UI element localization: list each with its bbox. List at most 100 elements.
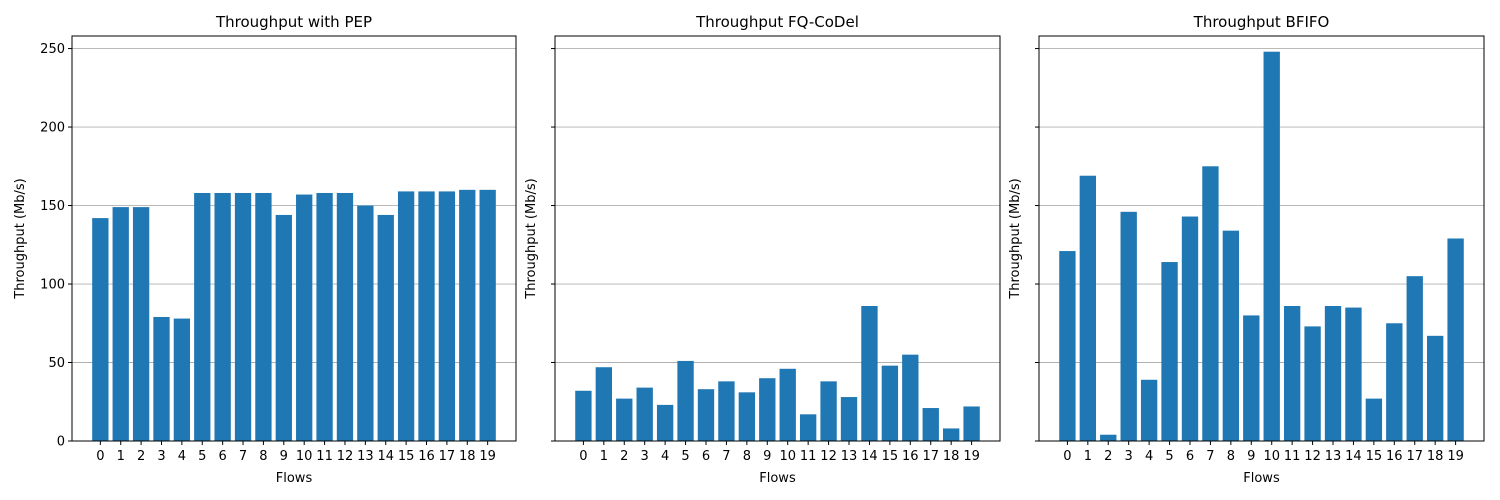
- x-tick-label: 12: [1304, 449, 1321, 464]
- bar: [779, 368, 796, 441]
- bar: [861, 306, 878, 441]
- x-tick-label: 15: [1366, 449, 1383, 464]
- x-tick-label: 11: [1284, 449, 1301, 464]
- x-tick-label: 1: [117, 449, 125, 464]
- x-tick-label: 9: [280, 449, 288, 464]
- bar: [616, 398, 633, 441]
- x-tick-label: 0: [1063, 449, 1071, 464]
- bar: [459, 189, 476, 441]
- x-tick-label: 10: [779, 449, 796, 464]
- bar: [820, 381, 837, 441]
- bar: [234, 192, 252, 441]
- x-tick-label: 5: [681, 449, 689, 464]
- y-axis-label: Throughput (Mb/s): [524, 178, 539, 299]
- x-tick-label: 11: [316, 449, 333, 464]
- axes-frame: [71, 35, 517, 442]
- y-tick-label: 50: [48, 356, 65, 371]
- x-tick-label: 8: [259, 449, 267, 464]
- bar: [759, 378, 776, 441]
- x-axis-label: Flows: [1243, 471, 1280, 486]
- x-tick-label: 10: [1263, 449, 1280, 464]
- axes-frame: [1038, 35, 1485, 442]
- bar: [799, 414, 817, 441]
- chart-panel-1: 0 1 2 3 4 5 6 7 8 9 10 11 12 13 14 15 16 17 18 19Throughput…: [524, 13, 1001, 486]
- bar: [173, 318, 191, 441]
- bar: [1345, 307, 1362, 441]
- chart-title: Throughput with PEP: [215, 13, 372, 31]
- bar: [1100, 434, 1117, 441]
- bar: [840, 397, 858, 441]
- x-tick-label: 18: [1427, 449, 1444, 464]
- y-tick-label: 100: [40, 278, 65, 293]
- x-tick-label: 13: [1325, 449, 1342, 464]
- x-tick-label: 0: [579, 449, 587, 464]
- bar: [1079, 175, 1097, 442]
- bar: [922, 408, 939, 441]
- y-tick-label: 0: [57, 435, 65, 450]
- x-tick-label: 2: [620, 449, 628, 464]
- x-tick-label: 15: [398, 449, 415, 464]
- bar: [438, 191, 456, 441]
- x-tick-label: 9: [763, 449, 771, 464]
- x-tick-label: 8: [1227, 449, 1235, 464]
- bar: [1283, 306, 1301, 441]
- bar: [1202, 166, 1219, 441]
- x-tick-label: 12: [337, 449, 354, 464]
- bar: [1222, 230, 1240, 441]
- x-tick-label: 14: [861, 449, 878, 464]
- bar: [1304, 326, 1321, 441]
- bar: [677, 360, 694, 441]
- y-tick-label: 150: [40, 199, 65, 214]
- bar: [377, 214, 394, 441]
- x-tick-label: 4: [178, 449, 186, 464]
- x-tick-label: 7: [1206, 449, 1214, 464]
- bar: [575, 390, 592, 441]
- x-tick-label: 15: [882, 449, 899, 464]
- x-tick-label: 17: [1406, 449, 1423, 464]
- x-tick-label: 16: [902, 449, 919, 464]
- bar: [1365, 398, 1383, 441]
- bar: [1161, 262, 1178, 441]
- x-tick-label: 0: [96, 449, 104, 464]
- x-tick-label: 16: [418, 449, 435, 464]
- bar: [194, 192, 211, 441]
- x-tick-label: 12: [820, 449, 837, 464]
- bar: [963, 406, 980, 441]
- y-tick-label: 250: [40, 42, 65, 57]
- x-tick-label: 17: [922, 449, 939, 464]
- y-tick-label: 200: [40, 121, 65, 136]
- x-tick-label: 11: [800, 449, 817, 464]
- bar: [316, 192, 333, 441]
- bar: [255, 192, 272, 441]
- bar: [357, 205, 374, 441]
- bar: [132, 207, 150, 441]
- bar: [595, 367, 613, 441]
- x-tick-label: 3: [157, 449, 165, 464]
- bar: [418, 191, 435, 441]
- x-tick-label: 9: [1247, 449, 1255, 464]
- x-tick-label: 19: [1447, 449, 1464, 464]
- x-tick-label: 2: [1104, 449, 1112, 464]
- bar: [881, 365, 899, 441]
- x-tick-label: 10: [296, 449, 313, 464]
- x-tick-label: 18: [459, 449, 476, 464]
- x-tick-label: 3: [1125, 449, 1133, 464]
- chart-title: Throughput FQ-CoDel: [695, 13, 859, 31]
- x-axis-label: Flows: [276, 471, 313, 486]
- bar: [1243, 315, 1260, 441]
- x-tick-label: 1: [600, 449, 608, 464]
- x-tick-label: 3: [641, 449, 649, 464]
- x-tick-label: 6: [219, 449, 227, 464]
- x-tick-label: 6: [1186, 449, 1194, 464]
- bar: [92, 218, 109, 441]
- bar: [1181, 216, 1199, 441]
- bar: [1263, 51, 1280, 442]
- bar: [1120, 211, 1137, 441]
- x-tick-label: 13: [841, 449, 858, 464]
- x-tick-label: 16: [1386, 449, 1403, 464]
- x-tick-label: 5: [198, 449, 206, 464]
- x-tick-label: 17: [439, 449, 456, 464]
- bar: [902, 354, 919, 441]
- x-tick-label: 8: [743, 449, 751, 464]
